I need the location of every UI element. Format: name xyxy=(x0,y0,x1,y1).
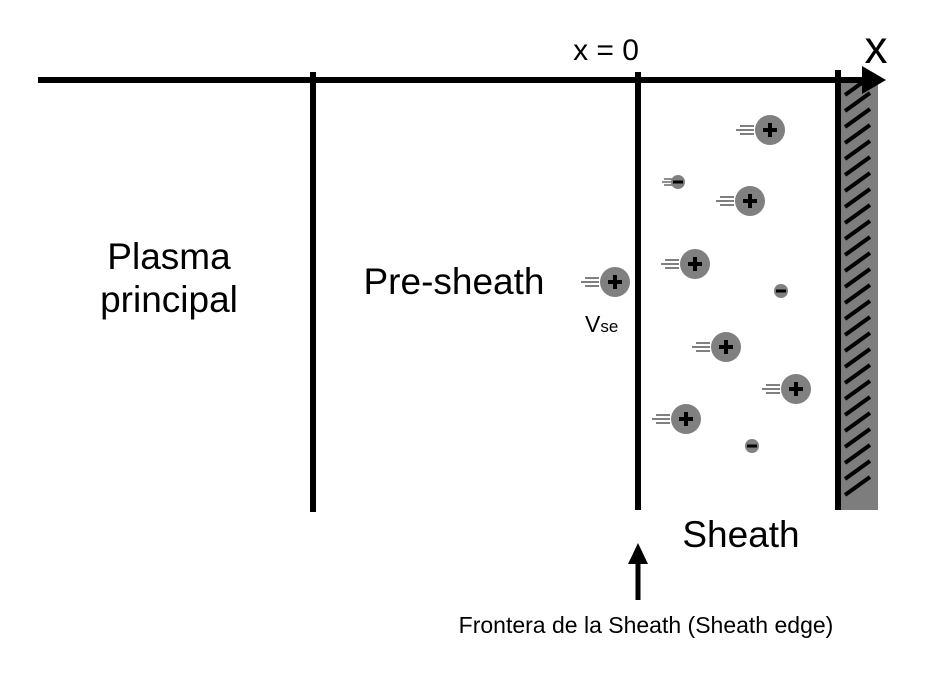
plus-sign-vertical xyxy=(724,340,728,354)
hatch-line xyxy=(843,171,872,193)
sheath-edge-arrow xyxy=(628,543,648,600)
plus-sign-vertical xyxy=(794,382,798,396)
electron-particle xyxy=(745,439,759,453)
hatch-line xyxy=(843,363,872,385)
hatch-line xyxy=(843,443,872,465)
velocity-label: Vse xyxy=(585,311,618,337)
hatch-line xyxy=(843,395,872,417)
velocity-symbol: V xyxy=(585,311,601,337)
plus-sign-vertical xyxy=(684,412,688,426)
plus-sign-vertical xyxy=(768,123,772,137)
sheath-edge-label: Frontera de la Sheath (Sheath edge) xyxy=(459,612,834,638)
ion-particle xyxy=(661,249,710,279)
hatch-line xyxy=(843,427,872,449)
plus-sign-vertical xyxy=(748,194,752,208)
hatch-line xyxy=(843,139,872,161)
electron-particle xyxy=(774,284,788,298)
plus-sign-vertical xyxy=(613,275,617,289)
origin-label: x = 0 xyxy=(573,34,639,67)
hatch-line xyxy=(843,331,872,353)
hatch-line xyxy=(843,475,872,497)
hatch-line xyxy=(843,315,872,337)
presheath-label: Pre-sheath xyxy=(364,261,545,302)
wall-hatching xyxy=(843,75,872,497)
hatch-line xyxy=(843,251,872,273)
hatch-line xyxy=(843,411,872,433)
sheath-label: Sheath xyxy=(682,514,799,555)
hatch-line xyxy=(843,107,872,129)
hatch-line xyxy=(843,219,872,241)
velocity-subscript: se xyxy=(600,317,618,336)
hatch-line xyxy=(843,123,872,145)
minus-sign xyxy=(673,180,683,184)
ion-particle xyxy=(692,332,741,362)
plasma-label-line2: principal xyxy=(100,279,238,320)
x-axis: x xyxy=(38,21,888,94)
hatch-line xyxy=(843,187,872,209)
plus-sign-vertical xyxy=(693,257,697,271)
x-axis-arrowhead xyxy=(862,66,886,94)
x-axis-label: x xyxy=(865,21,888,73)
ion-particle xyxy=(736,115,785,145)
particles xyxy=(581,115,811,453)
hatch-line xyxy=(843,203,872,225)
hatch-line xyxy=(843,267,872,289)
hatch-line xyxy=(843,379,872,401)
ion-particle xyxy=(581,267,630,297)
hatch-line xyxy=(843,235,872,257)
plasma-label-line1: Plasma xyxy=(107,236,231,277)
minus-sign xyxy=(747,444,757,448)
ion-particle xyxy=(716,186,765,216)
wall xyxy=(835,70,878,510)
ion-particle xyxy=(762,374,811,404)
minus-sign xyxy=(776,289,786,293)
hatch-line xyxy=(843,459,872,481)
hatch-line xyxy=(843,299,872,321)
electron-particle xyxy=(662,175,685,189)
hatch-line xyxy=(843,155,872,177)
hatch-line xyxy=(843,347,872,369)
hatch-line xyxy=(843,91,872,113)
ion-particle xyxy=(652,404,701,434)
hatch-line xyxy=(843,283,872,305)
sheath-edge-arrow-head xyxy=(628,543,648,564)
